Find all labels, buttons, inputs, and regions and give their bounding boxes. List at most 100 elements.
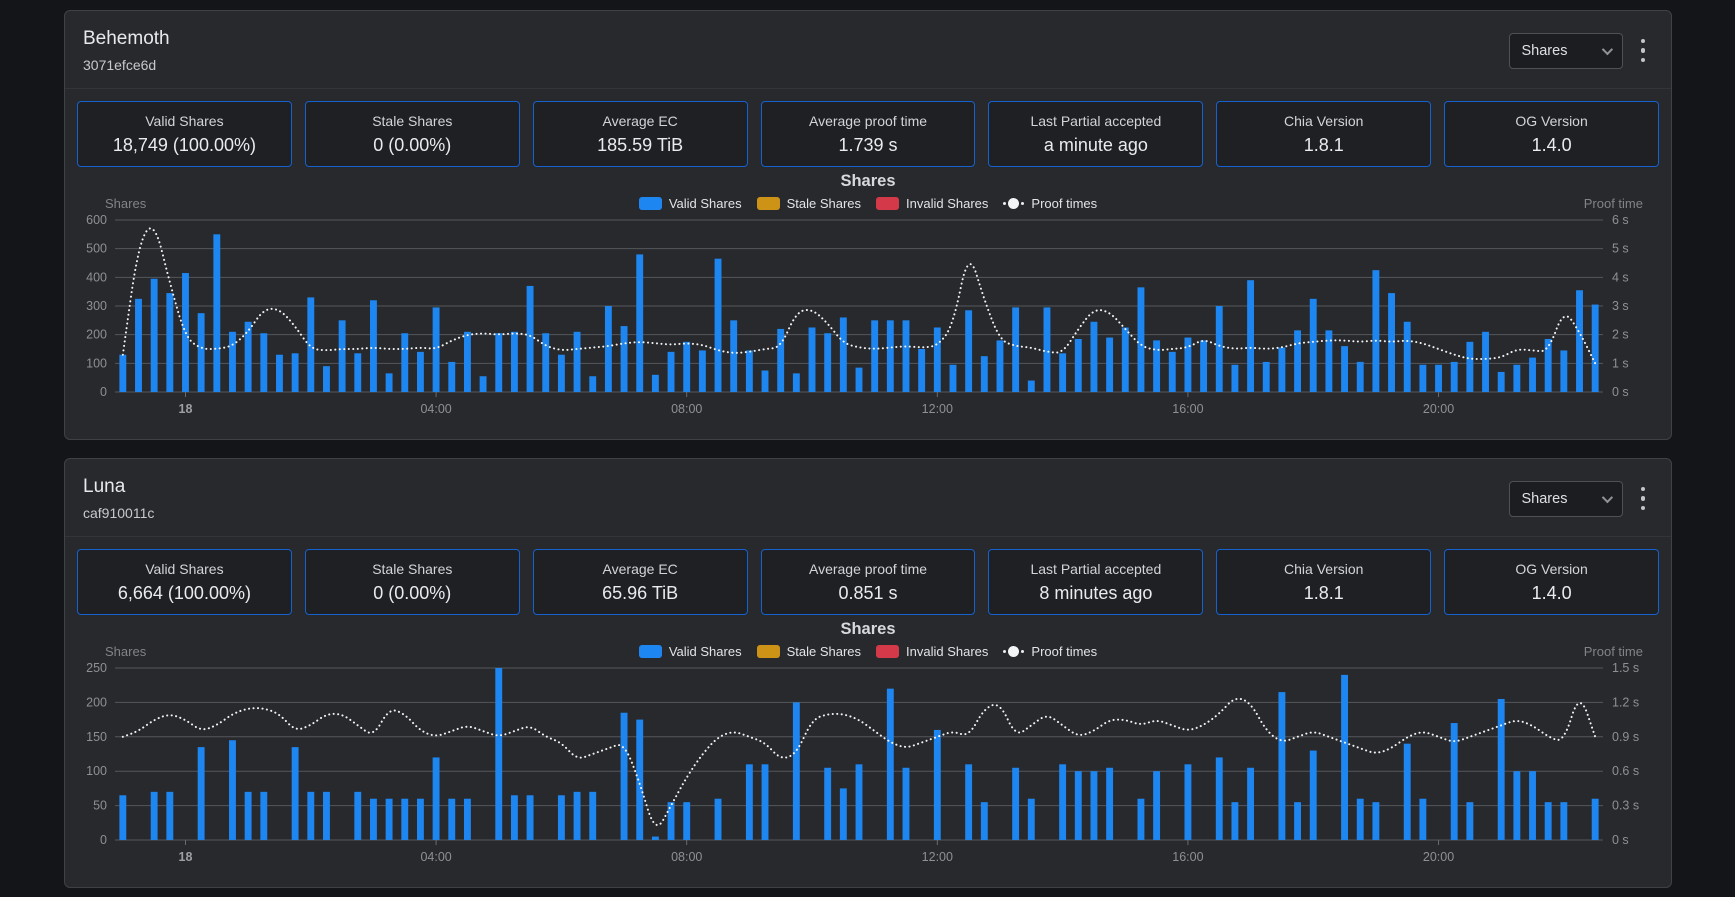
invalid-shares-swatch <box>876 197 900 210</box>
svg-text:1 s: 1 s <box>1612 356 1629 370</box>
svg-text:08:00: 08:00 <box>671 402 702 416</box>
stale-shares-swatch <box>756 197 780 210</box>
stat-average-proof-time: Average proof time 1.739 s <box>760 101 976 167</box>
svg-text:08:00: 08:00 <box>671 850 702 864</box>
legend-label: Proof times <box>1031 196 1098 211</box>
legend-label: Stale Shares <box>786 196 862 211</box>
stat-og-version: OG Version 1.4.0 <box>1444 101 1660 167</box>
svg-text:12:00: 12:00 <box>922 402 953 416</box>
stat-label: Stale Shares <box>372 112 453 129</box>
legend-label: Proof times <box>1031 644 1098 659</box>
svg-text:300: 300 <box>86 299 107 313</box>
chart-type-select-value: Shares <box>1521 42 1568 59</box>
svg-text:0.3 s: 0.3 s <box>1612 799 1639 813</box>
stat-value: 1.4.0 <box>1531 582 1572 603</box>
chart-type-select-value: Shares <box>1521 490 1568 507</box>
stat-average-ec: Average EC 185.59 TiB <box>532 101 748 167</box>
stat-value: 65.96 TiB <box>602 582 679 603</box>
card-header: Behemoth 3071efce6d Shares <box>65 11 1671 89</box>
svg-text:200: 200 <box>86 328 107 342</box>
farmer-card-luna: Luna caf910011c Shares Valid Shares 6,66… <box>64 458 1672 888</box>
proof-times-swatch <box>1003 198 1025 209</box>
proof-times-swatch <box>1003 646 1025 657</box>
stat-value: 0 (0.00%) <box>373 134 452 155</box>
svg-text:16:00: 16:00 <box>1172 402 1203 416</box>
chevron-down-icon <box>1601 491 1613 503</box>
svg-text:0.9 s: 0.9 s <box>1612 730 1639 744</box>
stat-value: 6,664 (100.00%) <box>117 582 251 603</box>
stat-value: 18,749 (100.00%) <box>112 134 256 155</box>
stat-chia-version: Chia Version 1.8.1 <box>1216 101 1432 167</box>
svg-text:04:00: 04:00 <box>420 850 451 864</box>
stat-label: OG Version <box>1515 560 1588 577</box>
svg-text:150: 150 <box>86 730 107 744</box>
chart-type-select[interactable]: Shares <box>1508 32 1623 69</box>
stats-row: Valid Shares 18,749 (100.00%) Stale Shar… <box>65 89 1671 167</box>
svg-text:18: 18 <box>179 850 193 864</box>
stat-label: OG Version <box>1515 112 1588 129</box>
legend-label: Valid Shares <box>668 196 742 211</box>
stat-label: Average EC <box>602 560 678 577</box>
svg-text:0.6 s: 0.6 s <box>1612 764 1639 778</box>
svg-text:3 s: 3 s <box>1612 299 1629 313</box>
legend-item-invalid-shares[interactable]: Invalid Shares <box>876 644 988 659</box>
legend-item-stale-shares[interactable]: Stale Shares <box>756 644 861 659</box>
stat-stale-shares: Stale Shares 0 (0.00%) <box>304 549 520 615</box>
svg-text:0 s: 0 s <box>1612 833 1629 847</box>
legend-item-valid-shares[interactable]: Valid Shares <box>638 196 742 211</box>
svg-text:600: 600 <box>86 214 107 227</box>
legend-label: Valid Shares <box>668 644 742 659</box>
stat-value: 1.4.0 <box>1531 134 1572 155</box>
svg-text:4 s: 4 s <box>1612 270 1629 284</box>
chart-legend: Valid Shares Stale Shares Invalid Shares… <box>65 641 1671 662</box>
left-axis-title: Shares <box>105 196 147 211</box>
stat-label: Valid Shares <box>145 560 224 577</box>
svg-text:250: 250 <box>86 662 107 675</box>
valid-shares-swatch <box>638 645 662 658</box>
svg-text:100: 100 <box>86 356 107 370</box>
stat-value: 0.851 s <box>838 582 898 603</box>
stat-label: Average EC <box>602 112 678 129</box>
legend-item-proof-times[interactable]: Proof times <box>1003 644 1097 659</box>
svg-text:6 s: 6 s <box>1612 214 1629 227</box>
stat-label: Stale Shares <box>372 560 453 577</box>
stat-value: 1.8.1 <box>1303 134 1344 155</box>
farmer-name: Luna <box>83 476 126 497</box>
stat-label: Average proof time <box>808 112 928 129</box>
legend-item-proof-times[interactable]: Proof times <box>1003 196 1097 211</box>
stat-average-proof-time: Average proof time 0.851 s <box>760 549 976 615</box>
chart-type-select[interactable]: Shares <box>1508 480 1623 517</box>
farmer-id: caf910011c <box>83 505 155 521</box>
svg-text:1.2 s: 1.2 s <box>1612 695 1639 709</box>
svg-text:04:00: 04:00 <box>420 402 451 416</box>
stat-last-partial: Last Partial accepted a minute ago <box>988 101 1204 167</box>
shares-chart: 600 6 s 500 5 s 400 4 s 300 3 s 200 2 s 100 1 s 0 0 s… <box>86 214 1629 416</box>
legend-item-invalid-shares[interactable]: Invalid Shares <box>876 196 988 211</box>
more-options-button[interactable] <box>1633 481 1654 517</box>
farmer-id: 3071efce6d <box>83 57 157 73</box>
stat-valid-shares: Valid Shares 6,664 (100.00%) <box>77 549 292 615</box>
stat-value: 185.59 TiB <box>597 134 684 155</box>
left-axis-title: Shares <box>105 644 147 659</box>
stat-last-partial: Last Partial accepted 8 minutes ago <box>988 549 1204 615</box>
stat-stale-shares: Stale Shares 0 (0.00%) <box>304 101 520 167</box>
stat-label: Chia Version <box>1284 560 1364 577</box>
stat-value: 0 (0.00%) <box>373 582 452 603</box>
svg-text:18: 18 <box>179 402 193 416</box>
chevron-down-icon <box>1601 43 1613 55</box>
svg-text:400: 400 <box>86 270 107 284</box>
svg-text:20:00: 20:00 <box>1423 402 1454 416</box>
stat-label: Average proof time <box>808 560 928 577</box>
stat-label: Valid Shares <box>145 112 224 129</box>
legend-item-stale-shares[interactable]: Stale Shares <box>756 196 862 211</box>
stat-average-ec: Average EC 65.96 TiB <box>532 549 748 615</box>
legend-label: Invalid Shares <box>906 196 989 211</box>
stat-value: 1.739 s <box>838 134 898 155</box>
svg-text:0: 0 <box>100 385 107 399</box>
stat-value: 8 minutes ago <box>1039 582 1153 603</box>
more-options-button[interactable] <box>1633 33 1654 69</box>
chart-legend: Valid Shares Stale Shares Invalid Shares… <box>65 193 1671 214</box>
svg-text:0 s: 0 s <box>1612 385 1629 399</box>
farmer-card-behemoth: Behemoth 3071efce6d Shares Valid Shares … <box>64 10 1672 440</box>
legend-item-valid-shares[interactable]: Valid Shares <box>638 644 742 659</box>
